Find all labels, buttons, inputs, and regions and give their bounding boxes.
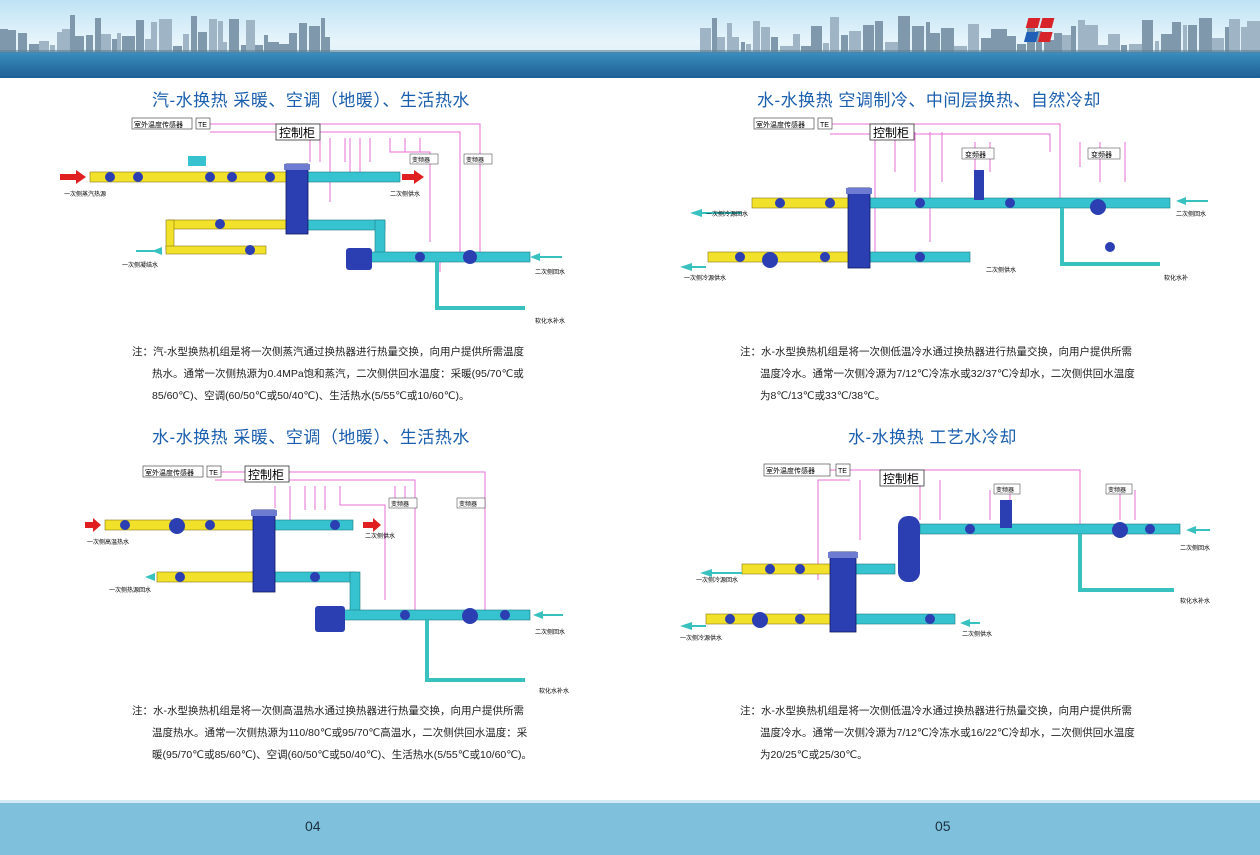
vfd-label: 变频器 xyxy=(412,156,430,164)
control-cabinet-label: 控制柜 xyxy=(248,468,284,482)
skyline-banner xyxy=(0,0,1260,78)
control-cabinet-label: 控制柜 xyxy=(883,472,919,486)
primary-inlet-label: 一次侧高温热水 xyxy=(87,538,129,546)
section-title-2: 水-水换热 空调制冷、中间层换热、自然冷却 xyxy=(757,91,1101,110)
note-1: 注：汽-水型换热机组是将一次侧蒸汽通过换热器进行热量交换，向用户提供所需温度 热… xyxy=(132,341,552,407)
note-line: 温度冷水。通常一次侧冷源为7/12℃冷冻水或16/22℃冷却水，二次侧供回水温度 xyxy=(760,727,1135,739)
te-label: TE xyxy=(820,122,829,129)
primary-supply-label: 一次侧冷源供水 xyxy=(680,634,722,642)
control-cabinet-label: 控制柜 xyxy=(279,126,315,140)
primary-supply-label: 一次侧冷源供水 xyxy=(684,274,726,282)
note-line: 为20/25℃或25/30℃。 xyxy=(760,749,868,761)
section-title-1: 汽-水换热 采暖、空调（地暖）、生活热水 xyxy=(152,91,470,110)
diagram-process-cooling: 室外温度传感器 TE 控制柜 变频器 变频器 一次侧冷源回水 一次侧冷源供水 二… xyxy=(680,463,1210,642)
sensor-label: 室外温度传感器 xyxy=(756,120,805,129)
section-title-4: 水-水换热 工艺水冷却 xyxy=(848,428,1017,447)
makeup-label: 软化水补水 xyxy=(1180,597,1210,605)
company-logo xyxy=(1023,18,1055,42)
note-line: 注：水-水型换热机组是将一次侧低温冷水通过换热器进行热量交换，向用户提供所需 xyxy=(740,346,1132,358)
note-line: 为8℃/13℃或33℃/38℃。 xyxy=(760,390,886,402)
vfd-label: 变频器 xyxy=(391,500,409,508)
secondary-supply-label: 二次侧供水 xyxy=(986,266,1016,274)
note-line: 热水。通常一次侧热源为0.4MPa饱和蒸汽，二次侧供回水温度：采暖(95/70℃… xyxy=(152,368,524,380)
note-line: 注：水-水型换热机组是将一次侧高温热水通过换热器进行热量交换，向用户提供所需 xyxy=(132,705,524,717)
note-line: 注：水-水型换热机组是将一次侧低温冷水通过换热器进行热量交换，向用户提供所需 xyxy=(740,705,1132,717)
makeup-label: 软化水补 xyxy=(1164,274,1188,282)
primary-inlet-label: 一次侧蒸汽热源 xyxy=(64,190,106,198)
sensor-label: 室外温度传感器 xyxy=(145,468,194,477)
vfd-label: 变频器 xyxy=(965,150,986,159)
note-line: 85/60℃)、空调(60/50℃或50/40℃)、生活热水(5/55℃或10/… xyxy=(152,390,470,402)
vfd-label: 变频器 xyxy=(1091,150,1112,159)
vfd-label: 变频器 xyxy=(466,156,484,164)
te-label: TE xyxy=(838,468,847,475)
note-line: 暖(95/70℃或85/60℃)、空调(60/50℃或50/40℃)、生活热水(… xyxy=(152,749,533,761)
secondary-return-label: 二次侧回水 xyxy=(535,268,565,276)
secondary-supply-label: 二次侧供水 xyxy=(390,190,420,198)
secondary-supply-label: 二次侧供水 xyxy=(365,532,395,540)
note-3: 注：水-水型换热机组是将一次侧高温热水通过换热器进行热量交换，向用户提供所需 温… xyxy=(132,700,552,766)
footer-divider xyxy=(0,800,1260,803)
section-title-3: 水-水换热 采暖、空调（地暖）、生活热水 xyxy=(152,428,470,447)
secondary-return-label: 二次侧回水 xyxy=(1180,544,1210,552)
control-cabinet-label: 控制柜 xyxy=(873,126,909,140)
note-line: 温度冷水。通常一次侧冷源为7/12℃冷冻水或32/37℃冷却水，二次侧供回水温度 xyxy=(760,368,1135,380)
makeup-label: 软化水补水 xyxy=(535,317,565,325)
makeup-label: 软化水补水 xyxy=(539,687,569,695)
secondary-return-label: 二次侧回水 xyxy=(535,628,565,636)
sensor-label: 室外温度传感器 xyxy=(134,120,183,129)
diagram-water-water-heating: 室外温度传感器 TE 控制柜 变频器 变频器 一次侧高温热水 二次侧供水 一次侧… xyxy=(85,465,569,695)
primary-return-label: 一次侧热源回水 xyxy=(109,586,151,594)
diagram-steam-water: 室外温度传感器 TE 控制柜 变频器 变频器 一次侧蒸汽热源 二次侧供水 一次侧… xyxy=(60,117,565,325)
secondary-return-label: 二次侧回水 xyxy=(1176,210,1206,218)
vfd-label: 变频器 xyxy=(459,500,477,508)
primary-return-label: 一次侧冷源回水 xyxy=(696,576,738,584)
te-label: TE xyxy=(198,122,207,129)
note-line: 温度热水。通常一次侧热源为110/80℃或95/70℃高温水，二次侧供回水温度：… xyxy=(152,727,528,739)
te-label: TE xyxy=(209,470,218,477)
page-number-left: 04 xyxy=(305,818,321,834)
vfd-label: 变频器 xyxy=(996,486,1014,494)
note-2: 注：水-水型换热机组是将一次侧低温冷水通过换热器进行热量交换，向用户提供所需 温… xyxy=(740,341,1160,407)
condensate-label: 一次侧凝结水 xyxy=(122,261,158,269)
vfd-label: 变频器 xyxy=(1108,486,1126,494)
footer-bar xyxy=(0,803,1260,855)
secondary-supply-label: 二次侧供水 xyxy=(962,630,992,638)
primary-return-label: 一次侧冷源回水 xyxy=(706,210,748,218)
sensor-label: 室外温度传感器 xyxy=(766,466,815,475)
diagram-water-water-cooling: 室外温度传感器 TE 控制柜 变频器 变频器 一次侧冷源回水 一次侧冷源供水 二… xyxy=(680,117,1208,282)
note-line: 注：汽-水型换热机组是将一次侧蒸汽通过换热器进行热量交换，向用户提供所需温度 xyxy=(132,346,524,358)
page-number-right: 05 xyxy=(935,818,951,834)
note-4: 注：水-水型换热机组是将一次侧低温冷水通过换热器进行热量交换，向用户提供所需 温… xyxy=(740,700,1160,766)
